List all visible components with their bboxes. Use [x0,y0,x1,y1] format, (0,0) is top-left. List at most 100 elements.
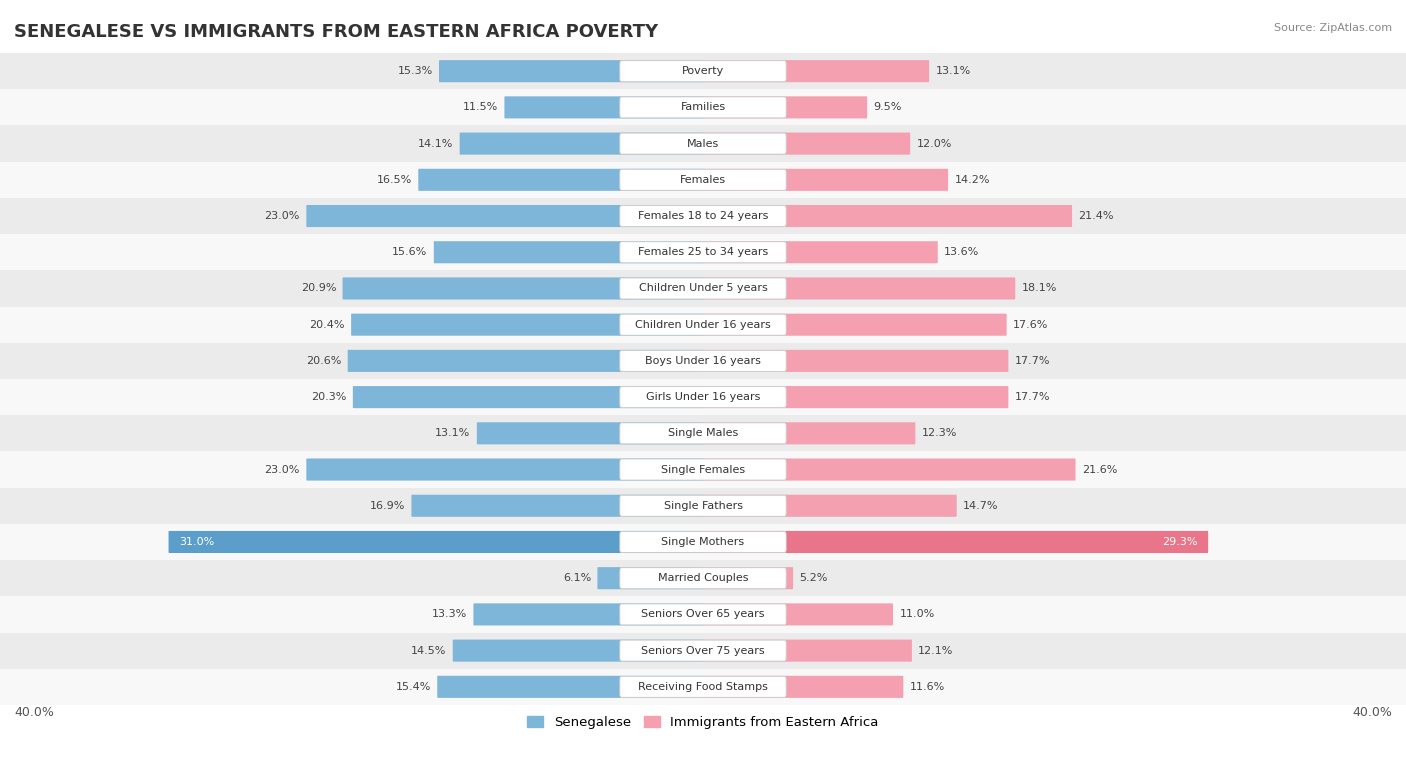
FancyBboxPatch shape [620,568,786,589]
FancyBboxPatch shape [620,640,786,661]
Text: Females 25 to 34 years: Females 25 to 34 years [638,247,768,257]
Text: 20.4%: 20.4% [309,320,344,330]
Text: 17.6%: 17.6% [1012,320,1049,330]
Bar [0,198,1406,234]
Text: 20.6%: 20.6% [307,356,342,366]
Text: 16.5%: 16.5% [377,175,412,185]
FancyBboxPatch shape [307,205,703,227]
Text: 12.3%: 12.3% [922,428,957,438]
Text: 23.0%: 23.0% [264,211,299,221]
Text: Girls Under 16 years: Girls Under 16 years [645,392,761,402]
FancyBboxPatch shape [620,387,786,408]
Bar [0,343,1406,379]
FancyBboxPatch shape [352,314,703,336]
Text: 12.1%: 12.1% [918,646,953,656]
FancyBboxPatch shape [343,277,703,299]
Text: 13.1%: 13.1% [935,66,970,76]
Text: Source: ZipAtlas.com: Source: ZipAtlas.com [1274,23,1392,33]
Text: 13.6%: 13.6% [945,247,980,257]
Bar [0,415,1406,452]
FancyBboxPatch shape [703,459,1076,481]
FancyBboxPatch shape [347,350,703,372]
FancyBboxPatch shape [703,277,1015,299]
Text: 9.5%: 9.5% [873,102,901,112]
Text: 18.1%: 18.1% [1022,283,1057,293]
FancyBboxPatch shape [620,676,786,697]
FancyBboxPatch shape [620,604,786,625]
Text: 15.4%: 15.4% [395,682,430,692]
Bar [0,161,1406,198]
Legend: Senegalese, Immigrants from Eastern Africa: Senegalese, Immigrants from Eastern Afri… [522,710,884,735]
FancyBboxPatch shape [703,205,1073,227]
Text: 31.0%: 31.0% [180,537,215,547]
FancyBboxPatch shape [620,423,786,444]
Text: Seniors Over 65 years: Seniors Over 65 years [641,609,765,619]
Text: 21.4%: 21.4% [1078,211,1114,221]
Text: 40.0%: 40.0% [1353,706,1392,719]
Text: Poverty: Poverty [682,66,724,76]
Text: 40.0%: 40.0% [14,706,53,719]
Bar [0,306,1406,343]
Text: 20.3%: 20.3% [311,392,346,402]
FancyBboxPatch shape [620,242,786,263]
FancyBboxPatch shape [703,169,948,191]
FancyBboxPatch shape [620,531,786,553]
FancyBboxPatch shape [620,133,786,154]
FancyBboxPatch shape [620,97,786,118]
Bar [0,524,1406,560]
Text: Children Under 16 years: Children Under 16 years [636,320,770,330]
Text: 11.0%: 11.0% [900,609,935,619]
Text: Seniors Over 75 years: Seniors Over 75 years [641,646,765,656]
Text: 14.1%: 14.1% [418,139,453,149]
FancyBboxPatch shape [620,169,786,190]
FancyBboxPatch shape [620,459,786,480]
Bar [0,632,1406,669]
Text: 5.2%: 5.2% [800,573,828,583]
FancyBboxPatch shape [703,531,1208,553]
Text: 11.6%: 11.6% [910,682,945,692]
Text: Single Mothers: Single Mothers [661,537,745,547]
FancyBboxPatch shape [703,96,868,118]
Text: Children Under 5 years: Children Under 5 years [638,283,768,293]
Text: SENEGALESE VS IMMIGRANTS FROM EASTERN AFRICA POVERTY: SENEGALESE VS IMMIGRANTS FROM EASTERN AF… [14,23,658,41]
FancyBboxPatch shape [453,640,703,662]
Text: 20.9%: 20.9% [301,283,336,293]
FancyBboxPatch shape [620,314,786,335]
Text: Females 18 to 24 years: Females 18 to 24 years [638,211,768,221]
FancyBboxPatch shape [703,567,793,589]
FancyBboxPatch shape [703,422,915,444]
FancyBboxPatch shape [439,60,703,82]
FancyBboxPatch shape [419,169,703,191]
Bar [0,379,1406,415]
Text: Married Couples: Married Couples [658,573,748,583]
FancyBboxPatch shape [412,495,703,517]
Text: Males: Males [688,139,718,149]
Text: Females: Females [681,175,725,185]
Bar [0,487,1406,524]
FancyBboxPatch shape [703,386,1008,408]
Text: Receiving Food Stamps: Receiving Food Stamps [638,682,768,692]
Bar [0,126,1406,161]
Bar [0,234,1406,271]
FancyBboxPatch shape [620,350,786,371]
Bar [0,89,1406,126]
Text: 12.0%: 12.0% [917,139,952,149]
FancyBboxPatch shape [620,495,786,516]
FancyBboxPatch shape [620,61,786,82]
Bar [0,53,1406,89]
Bar [0,452,1406,487]
FancyBboxPatch shape [703,350,1008,372]
FancyBboxPatch shape [353,386,703,408]
Text: 17.7%: 17.7% [1015,392,1050,402]
FancyBboxPatch shape [434,241,703,263]
Text: 15.3%: 15.3% [398,66,433,76]
Text: 6.1%: 6.1% [562,573,591,583]
Bar [0,271,1406,306]
Text: 21.6%: 21.6% [1083,465,1118,475]
Bar [0,560,1406,597]
FancyBboxPatch shape [474,603,703,625]
Text: Single Males: Single Males [668,428,738,438]
FancyBboxPatch shape [703,314,1007,336]
Text: 14.7%: 14.7% [963,501,998,511]
Text: 16.9%: 16.9% [370,501,405,511]
